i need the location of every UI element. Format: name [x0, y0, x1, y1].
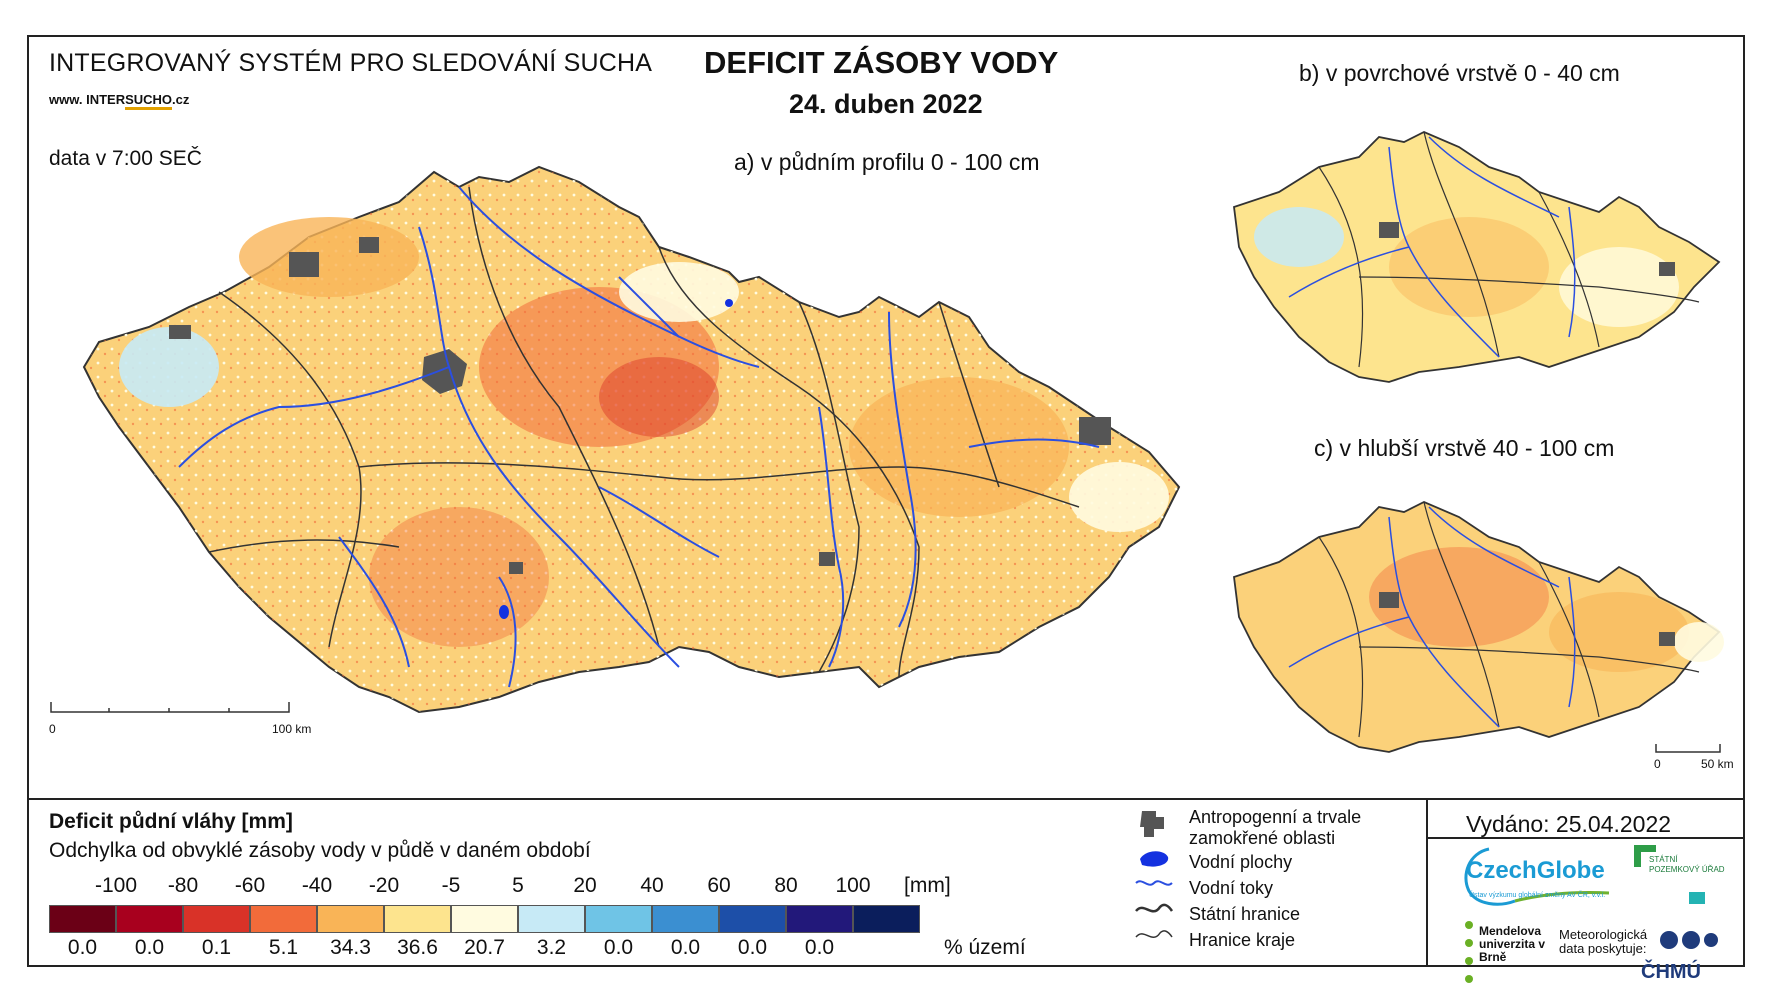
legend-pct-value: 34.3: [330, 936, 371, 959]
legend-pct-value: 0.0: [737, 936, 768, 959]
scale-bar-bc: [1655, 744, 1721, 753]
scale-a-zero: 0: [49, 722, 56, 736]
mendel-text: Mendelova univerzita v Brně: [1479, 924, 1546, 964]
legend-pct-value: 36.6: [397, 936, 438, 959]
river-icon: [1135, 880, 1173, 886]
legend-pct-value: 0.1: [201, 936, 232, 959]
legend-swatch: [317, 905, 384, 933]
issued-date: Vydáno: 25.04.2022: [1466, 811, 1672, 837]
legend-swatch: [250, 905, 317, 933]
website-suffix: .cz: [172, 92, 190, 107]
legend-pct-unit: % území: [944, 936, 1026, 959]
urban-area-icon: [1140, 811, 1164, 837]
legend-swatch: [585, 905, 652, 933]
legend-swatch: [786, 905, 853, 933]
legend-pct-value: 0.0: [134, 936, 165, 959]
map-b: [1233, 131, 1721, 383]
symbol-water-label: Vodní plochy: [1189, 852, 1293, 872]
legend-pct-value: 5.1: [268, 936, 299, 959]
scale-bc-end: 50 km: [1701, 757, 1734, 771]
legend-divider: [29, 798, 1743, 800]
legend-pct-value: 3.2: [536, 936, 567, 959]
website-link[interactable]: www. INTERSUCHO.cz: [49, 92, 190, 110]
issued-divider: [1426, 837, 1743, 839]
legend-swatch: [49, 905, 116, 933]
symbol-region-border-label: Hranice kraje: [1189, 930, 1296, 950]
symbol-river-label: Vodní toky: [1189, 878, 1274, 898]
czechglobe-text: CzechGlobe: [1466, 857, 1605, 884]
map-frame: INTEGROVANÝ SYSTÉM PRO SLEDOVÁNÍ SUCHA w…: [27, 35, 1745, 983]
scale-bar-a: [50, 702, 290, 713]
scale-a-end: 100 km: [272, 722, 312, 736]
legend-break-label: 100: [835, 874, 871, 897]
czechglobe-sub: Ústav výzkumu globální změny AV ČR, v.v.…: [1469, 892, 1606, 899]
chmu-logo-icon: [1660, 931, 1718, 949]
legend-swatch: [518, 905, 585, 933]
legend-break-label: -40: [301, 874, 333, 897]
spu-logo-icon: [1634, 845, 1656, 867]
legend-break-label: 60: [707, 874, 731, 897]
legend-subtitle: Odchylka od obvyklé zásoby vody v půdě v…: [49, 839, 591, 862]
state-border-icon: [1135, 903, 1174, 913]
legend-pct-value: 0.0: [804, 936, 835, 959]
legend-break-label: 5: [512, 874, 524, 897]
legend-pct-value: 0.0: [603, 936, 634, 959]
legend-swatch: [652, 905, 719, 933]
legend-unit: [mm]: [904, 874, 951, 897]
legend-break-label: -80: [167, 874, 199, 897]
footer-divider: [1426, 798, 1428, 965]
legend-break-label: -60: [234, 874, 266, 897]
legend-break-label: 40: [640, 874, 664, 897]
map-a-title: a) v půdním profilu 0 - 100 cm: [734, 149, 1040, 175]
legend-pct-value: 0.0: [67, 936, 98, 959]
legend-swatch: [719, 905, 786, 933]
legend-break-label: -100: [94, 874, 138, 897]
system-title: INTEGROVANÝ SYSTÉM PRO SLEDOVÁNÍ SUCHA: [49, 49, 653, 77]
legend-break-label: -20: [368, 874, 400, 897]
chmu-text: ČHMÚ: [1641, 961, 1701, 983]
legend-break-label: 20: [573, 874, 597, 897]
czechglobe-logo: [1464, 847, 1610, 906]
legend-swatch: [116, 905, 183, 933]
legend-swatch: [451, 905, 518, 933]
website-mid: SUCHO: [125, 92, 173, 110]
map-a: [82, 165, 1181, 714]
legend-swatch: [183, 905, 250, 933]
symbol-state-border-label: Státní hranice: [1189, 904, 1301, 924]
meteo-text: Meteorologická data poskytuje:: [1559, 927, 1648, 956]
main-date: 24. duben 2022: [789, 89, 983, 119]
main-title: DEFICIT ZÁSOBY VODY: [704, 45, 1059, 80]
spu-mark-icon: [1689, 892, 1705, 904]
map-c: [1233, 501, 1724, 753]
map-b-title: b) v povrchové vrstvě 0 - 40 cm: [1299, 60, 1620, 86]
legend-pct-value: 20.7: [464, 936, 505, 959]
symbol-urban-label: Antropogenní a trvale zamokřené oblasti: [1189, 807, 1362, 848]
water-body-icon: [1140, 851, 1169, 867]
mendel-dots-icon: [1465, 921, 1473, 983]
symbol-icons: [1135, 811, 1174, 939]
legend-break-label: -5: [441, 874, 461, 897]
legend-pct-value: 0.0: [670, 936, 701, 959]
scale-bc-zero: 0: [1654, 757, 1661, 771]
legend-swatch: [384, 905, 451, 933]
map-c-title: c) v hlubší vrstvě 40 - 100 cm: [1314, 435, 1615, 461]
legend-swatch: [853, 905, 920, 933]
data-time: data v 7:00 SEČ: [49, 147, 202, 170]
website-prefix: www. INTER: [49, 92, 126, 107]
spu-text: STÁTNÍ POZEMKOVÝ ÚŘAD: [1649, 855, 1725, 874]
region-border-icon: [1135, 930, 1173, 939]
legend-break-label: 80: [774, 874, 798, 897]
legend-title: Deficit půdní vláhy [mm]: [49, 810, 293, 833]
